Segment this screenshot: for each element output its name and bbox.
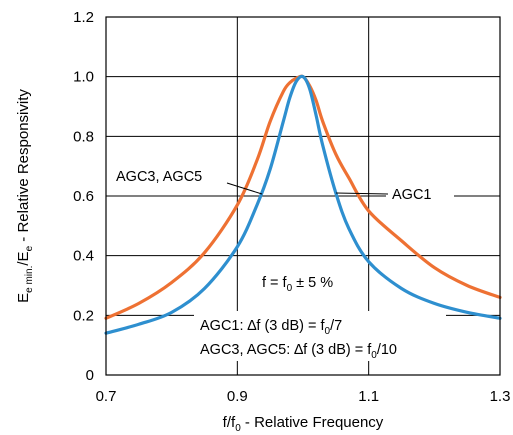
x-tick-label: 1.1	[358, 388, 379, 405]
x-tick-label: 0.7	[96, 388, 117, 405]
y-tick-label: 0.6	[73, 188, 94, 205]
agc1-leader-line	[335, 192, 389, 195]
plot-frame	[105, 16, 501, 376]
agc35-label-bg	[108, 160, 230, 188]
bandwidth-agc1-label: AGC1: ∆f (3 dB) = f0/7	[200, 318, 342, 337]
x-tick-labels: 0.7 0.9 1.1 1.3	[96, 388, 511, 405]
x-axis-title: f/f0 - Relative Frequency	[223, 414, 384, 434]
y-tick-label: 0.8	[73, 128, 94, 145]
y-tick-label: 0	[86, 367, 94, 384]
x-tick-label: 1.3	[490, 388, 511, 405]
y-tick-label: 0.2	[73, 307, 94, 324]
series-line-agc3-agc5	[104, 74, 502, 335]
y-tick-label: 1.2	[73, 9, 94, 26]
tolerance-label-bg	[256, 268, 354, 294]
agc35-leader-line	[226, 182, 263, 195]
bandwidth-label-bg	[194, 311, 446, 361]
agc1-label: AGC1	[392, 187, 432, 203]
bandwidth-agc3-agc5-label: AGC3, AGC5: ∆f (3 dB) = f0/10	[200, 342, 397, 361]
y-tick-labels: 0 0.2 0.4 0.6 0.8 1.0 1.2	[73, 9, 94, 384]
tolerance-label: f = f0 ± 5 %	[262, 275, 333, 294]
y-tick-label: 0.4	[73, 248, 94, 265]
y-axis-title: Ee min./Ee - Relative Responsivity	[15, 89, 35, 303]
agc1-label-bg	[386, 180, 454, 206]
agc3-agc5-label: AGC3, AGC5	[116, 169, 202, 185]
x-tick-label: 0.9	[227, 388, 248, 405]
y-tick-label: 1.0	[73, 69, 94, 86]
